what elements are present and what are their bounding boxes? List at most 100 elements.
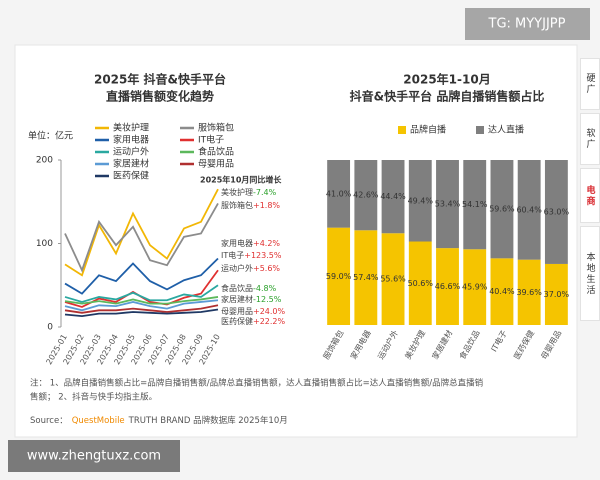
legend-label: 母婴用品 [198, 159, 234, 170]
legend-label: 食品饮品 [198, 146, 234, 158]
annotation-name: 运动户外 [221, 263, 253, 273]
annotation-name: 母婴用品 [221, 307, 253, 316]
annotation: 运动户外+5.6% [221, 263, 280, 273]
bar-segment [327, 160, 351, 228]
bar-segment [436, 160, 459, 249]
bar-segment [327, 227, 351, 325]
note: 售额； 2、抖音与快手均指主版。 [30, 392, 157, 403]
legend-label: 美妆护理 [113, 122, 149, 134]
bar-segment [381, 233, 405, 325]
annotation-growth: -4.8% [253, 284, 277, 293]
bar-segment [544, 160, 568, 264]
value-label: 42.6% [353, 191, 379, 200]
y-axis-label: 单位：亿元 [28, 130, 73, 142]
bar-segment [490, 258, 514, 325]
legend-label: 服饰箱包 [198, 122, 234, 134]
series-line [64, 202, 219, 273]
value-label: 45.9% [462, 283, 488, 292]
bar-segment [490, 160, 514, 259]
footer: www.zhengtuxz.com [27, 449, 161, 464]
annotation: 母婴用品+24.0% [221, 307, 286, 316]
annotation: IT电子+123.5% [221, 250, 282, 260]
series-line [64, 304, 219, 314]
badge: TG: MYYJJPP [488, 17, 566, 32]
annotation-growth: +22.2% [253, 317, 286, 326]
bar-segment [354, 160, 378, 231]
series-line [64, 284, 219, 303]
annotation-growth: -7.4% [253, 188, 277, 197]
value-label: 50.6% [408, 279, 434, 288]
series-line [64, 296, 219, 305]
annotation-growth: +24.0% [253, 307, 286, 316]
annotation: 医药保健+22.2% [221, 316, 286, 326]
legend-swatch [476, 126, 484, 134]
annotation: 食品饮品-4.8% [221, 283, 277, 293]
series-line [64, 188, 219, 277]
bar-segment [517, 259, 541, 325]
tab[interactable]: 电商 [580, 168, 600, 223]
chart-title: 2025年1-10月 [403, 72, 490, 87]
value-label: 39.6% [516, 288, 542, 297]
legend-label: 达人直播 [488, 124, 524, 136]
value-label: 40.4% [489, 287, 515, 296]
value-label: 55.6% [380, 275, 406, 284]
series-line [64, 308, 219, 318]
annotation-name: 家居建材 [221, 294, 253, 304]
note: 注： 1、品牌自播销售额占比=品牌自播销售额/品牌总直播销售额，达人直播销售额占… [30, 378, 484, 389]
bar-segment [381, 160, 405, 234]
legend-label: 运动户外 [113, 146, 149, 158]
value-label: 63.0% [544, 207, 570, 216]
legend-label: IT电子 [198, 134, 224, 146]
source-brand: QuestMobile [72, 416, 125, 426]
annotation-growth: +1.8% [253, 201, 280, 210]
annotation-name: 医药保健 [221, 316, 253, 326]
y-tick-label: 0 [47, 323, 53, 333]
bar-segment [517, 160, 541, 260]
source: Source： QuestMobile TRUTH BRAND 品牌数据库 2025… [30, 415, 288, 426]
value-label: 59.0% [326, 272, 352, 281]
annotation: 服饰箱包+1.8% [221, 200, 280, 210]
value-label: 41.0% [326, 189, 352, 198]
bar-segment [408, 241, 432, 325]
y-tick-label: 100 [36, 239, 53, 249]
annotation-name: IT电子 [221, 250, 244, 260]
annotation-growth: +4.2% [253, 239, 280, 248]
value-label: 44.4% [380, 192, 406, 201]
chart-title: 抖音&快手平台 品牌自播销售额占比 [350, 89, 545, 104]
tab[interactable]: 本地生活 [580, 226, 600, 321]
value-label: 60.4% [516, 205, 542, 214]
value-label: 37.0% [544, 290, 570, 299]
annotation-name: 美妆护理 [221, 187, 253, 197]
bar-segment [463, 249, 487, 325]
chart-title: 直播销售额变化趋势 [106, 89, 214, 104]
tab[interactable]: 硬广 [580, 58, 600, 110]
legend-swatch [398, 126, 406, 134]
series-line [64, 299, 219, 312]
y-tick-label: 200 [36, 156, 53, 166]
value-label: 49.4% [408, 196, 434, 205]
bar-segment [354, 230, 378, 325]
bar-segment [544, 263, 568, 325]
value-label: 57.4% [353, 273, 379, 282]
tab[interactable]: 软广 [580, 113, 600, 165]
annotation: 美妆护理-7.4% [221, 187, 277, 197]
legend-label: 家居建材 [113, 158, 149, 170]
value-label: 54.1% [462, 200, 488, 209]
chart-title: 2025年 抖音&快手平台 [94, 72, 226, 87]
legend-label: 品牌自播 [410, 124, 446, 136]
badge-box [465, 8, 590, 40]
annotation-growth: +123.5% [244, 251, 282, 260]
annotation-growth: -12.5% [253, 295, 282, 304]
legend-label: 家用电器 [113, 134, 149, 146]
annotation-name: 服饰箱包 [221, 200, 253, 210]
annotation: 家居建材-12.5% [221, 294, 282, 304]
bar-segment [436, 248, 459, 325]
annotation-title: 2025年10月同比增长 [200, 175, 282, 185]
source-prefix: Source： [30, 416, 68, 426]
value-label: 46.6% [435, 282, 461, 291]
legend-label: 医药保健 [113, 170, 149, 182]
source-rest: TRUTH BRAND 品牌数据库 2025年10月 [128, 415, 288, 426]
annotation: 家用电器+4.2% [221, 238, 280, 248]
